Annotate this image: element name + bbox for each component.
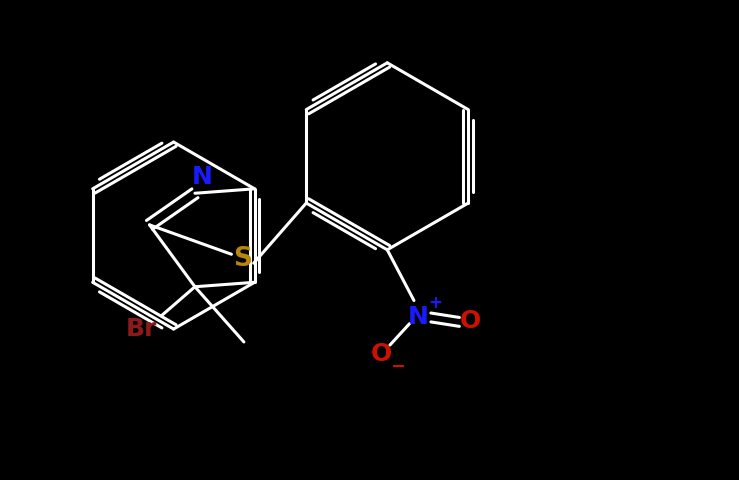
- Text: +: +: [429, 294, 442, 312]
- Text: N: N: [408, 305, 429, 329]
- Text: S: S: [234, 246, 253, 272]
- Text: N: N: [191, 165, 213, 189]
- Text: O: O: [370, 342, 392, 366]
- Text: Br: Br: [126, 317, 157, 341]
- Text: O: O: [460, 309, 480, 333]
- Text: −: −: [390, 358, 406, 375]
